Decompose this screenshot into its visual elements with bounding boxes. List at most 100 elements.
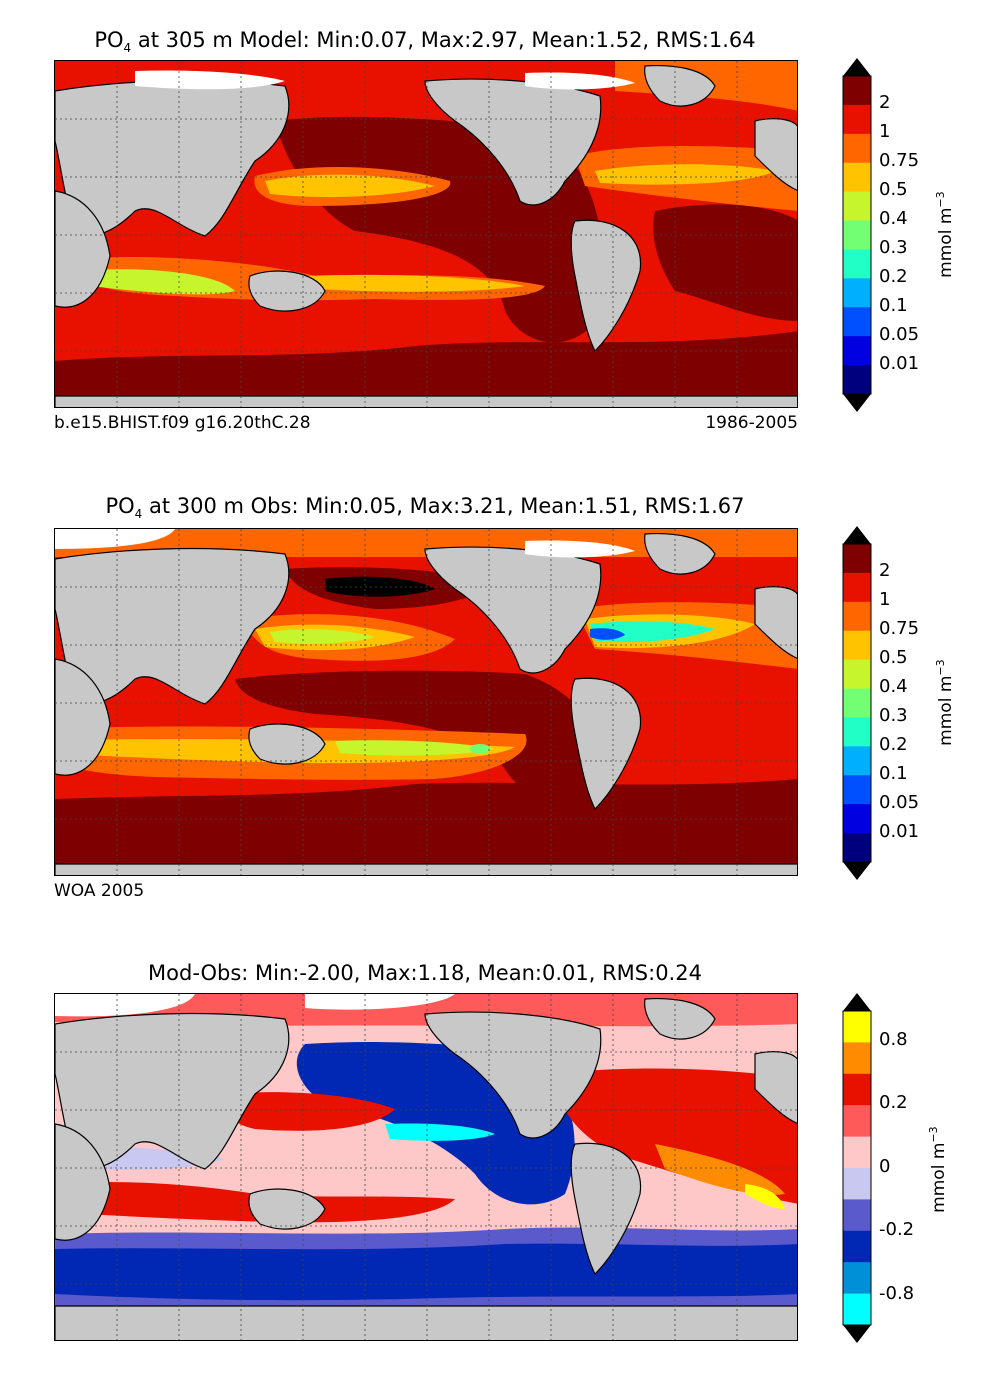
colorbar-segment — [843, 688, 871, 718]
cb-label: 1 — [879, 589, 891, 610]
model-map-svg — [55, 61, 797, 407]
south-pacific-core — [305, 274, 525, 292]
colorbar-segment — [843, 365, 871, 395]
cb-label: 0 — [879, 1156, 891, 1177]
colorbar-segment — [843, 544, 871, 574]
colorbar-segment — [843, 220, 871, 250]
southern-ocean-band — [55, 779, 797, 875]
antarctica — [55, 395, 797, 407]
antarctica — [55, 863, 797, 875]
cb-label: 0.5 — [879, 647, 908, 668]
cb-label: 0.05 — [879, 792, 920, 813]
diff-title-text: Mod-Obs: Min:-2.00, Max:1.18, Mean:0.01,… — [148, 961, 702, 985]
north-pacific-red — [223, 1092, 395, 1131]
model-case-name: b.e15.BHIST.f09 g16.20thC.28 — [54, 413, 311, 433]
north-america — [424, 1011, 602, 1139]
colorbar-segment — [843, 804, 871, 834]
colorbar-segment — [843, 191, 871, 222]
cb-label: 1 — [879, 121, 891, 142]
cb-label: 0.2 — [879, 734, 908, 755]
cb-label: 0.3 — [879, 237, 908, 258]
cb-label: 0.1 — [879, 295, 908, 316]
cb-label: 0.4 — [879, 676, 908, 697]
colorbar-segment — [843, 1073, 871, 1106]
diff-map — [54, 993, 798, 1341]
pacific-cyan-patch — [385, 1123, 495, 1141]
cb-label: -0.2 — [879, 1219, 915, 1240]
atlantic-yellow-patch — [745, 1184, 785, 1209]
model-unit-label: mmol m−3 — [934, 188, 956, 278]
colorbar-frame — [842, 75, 872, 395]
obs-colorbar-svg — [842, 526, 872, 880]
colorbar-segment — [843, 601, 871, 632]
cb-label: 2 — [879, 560, 891, 581]
cb-label: -0.8 — [879, 1283, 915, 1304]
africa-east — [55, 1123, 111, 1241]
greenland — [644, 532, 716, 575]
colorbar-segment — [843, 572, 871, 603]
map-grid — [55, 994, 797, 1340]
cb-label: 0.75 — [879, 618, 920, 639]
colorbar-segment — [843, 1042, 871, 1075]
colorbar-segment — [843, 162, 871, 193]
obs-map-svg — [55, 529, 797, 875]
north-atlantic-gyre-core — [595, 164, 775, 185]
colorbar-segment — [843, 659, 871, 690]
colorbar-over-triangle — [843, 58, 871, 76]
south-america — [570, 1142, 642, 1276]
australia — [248, 723, 326, 765]
cb-label: 0.3 — [879, 705, 908, 726]
land-masses — [55, 64, 797, 407]
cb-label: 0.01 — [879, 821, 920, 842]
model-title: PO4 at 305 m Model: Min:0.07, Max:2.97, … — [0, 28, 850, 55]
south-pacific-core — [470, 744, 490, 754]
diff-colorbar-svg — [842, 993, 872, 1343]
colorbar-under-triangle — [843, 862, 871, 880]
south-pacific-green — [335, 740, 495, 756]
colorbar-segment — [843, 717, 871, 747]
colorbar-segment — [843, 1136, 871, 1169]
north-atlantic-blue — [590, 628, 625, 640]
unit-sup: −3 — [934, 659, 948, 676]
colorbar-segment — [843, 1293, 871, 1326]
colorbar-segment — [843, 1011, 871, 1043]
colorbar-segment — [843, 307, 871, 337]
cb-label: 0.5 — [879, 179, 908, 200]
unit-text: mmol m — [935, 207, 956, 278]
australia — [248, 1188, 326, 1230]
obs-title-text: at 300 m Obs: Min:0.05, Max:3.21, Mean:1… — [142, 494, 745, 518]
colorbar-segment — [843, 104, 871, 135]
atlantic-dark-region — [653, 204, 797, 321]
colorbar-segment — [843, 1168, 871, 1200]
obs-source: WOA 2005 — [54, 881, 145, 901]
colorbar-segment — [843, 775, 871, 805]
north-pacific-green — [270, 629, 375, 644]
diff-colorbar — [842, 993, 872, 1343]
southern-ocean-deep-blue — [55, 1243, 797, 1301]
cb-label: 0.2 — [879, 266, 908, 287]
cb-label: 0.01 — [879, 353, 920, 374]
model-colorbar-svg — [842, 58, 872, 412]
southern-ocean-band — [55, 331, 797, 407]
colorbar-segment — [843, 278, 871, 308]
cb-label: 0.1 — [879, 763, 908, 784]
colorbar-over-triangle — [843, 993, 871, 1011]
obs-map — [54, 528, 798, 876]
colorbar-under-triangle — [843, 1325, 871, 1343]
colorbar-frame — [842, 543, 872, 863]
map-grid — [55, 61, 797, 407]
colorbar-segment — [843, 746, 871, 776]
africa-east — [55, 658, 111, 776]
cb-label: 0.2 — [879, 1092, 908, 1113]
greenland — [644, 64, 716, 107]
colorbar-segment — [843, 336, 871, 366]
model-years: 1986-2005 — [705, 413, 798, 433]
land-masses — [55, 997, 797, 1340]
cb-label: 0.8 — [879, 1029, 908, 1050]
north-pacific-gyre-core — [265, 174, 435, 198]
ice-cover — [135, 70, 635, 90]
colorbar-segment — [843, 76, 871, 106]
model-title-text: at 305 m Model: Min:0.07, Max:2.97, Mean… — [131, 28, 756, 52]
obs-colorbar — [842, 526, 872, 880]
unit-sup: −3 — [934, 191, 948, 208]
